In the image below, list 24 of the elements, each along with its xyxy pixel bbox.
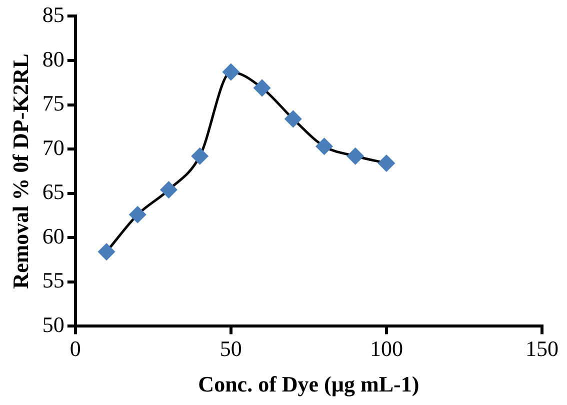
point <box>222 64 240 80</box>
x-tick-label: 0 <box>70 336 81 362</box>
point <box>192 148 208 164</box>
y-tick-label: 50 <box>42 312 64 337</box>
y-tick-label: 55 <box>42 268 64 293</box>
point <box>129 206 146 223</box>
y-tick-label: 60 <box>42 223 64 248</box>
y-tick-label: 85 <box>42 2 64 27</box>
x-axis-title: Conc. of Dye (µg mL-1) <box>198 371 420 396</box>
point <box>378 154 395 172</box>
point <box>98 244 115 260</box>
x-tick-label: 50 <box>220 336 242 362</box>
point <box>160 182 177 198</box>
point <box>284 110 302 128</box>
point <box>254 80 270 96</box>
y-tick-label: 80 <box>42 46 64 72</box>
x-tick-label: 150 <box>526 336 558 362</box>
y-tick-label: 65 <box>42 179 64 204</box>
point <box>347 148 364 164</box>
x-tick-label: 100 <box>370 336 403 362</box>
y-axis-title: Removal % 0f DP-K2RL <box>8 54 33 289</box>
point <box>316 138 333 155</box>
y-tick-label: 70 <box>42 134 64 160</box>
y-tick-label: 75 <box>42 90 64 116</box>
